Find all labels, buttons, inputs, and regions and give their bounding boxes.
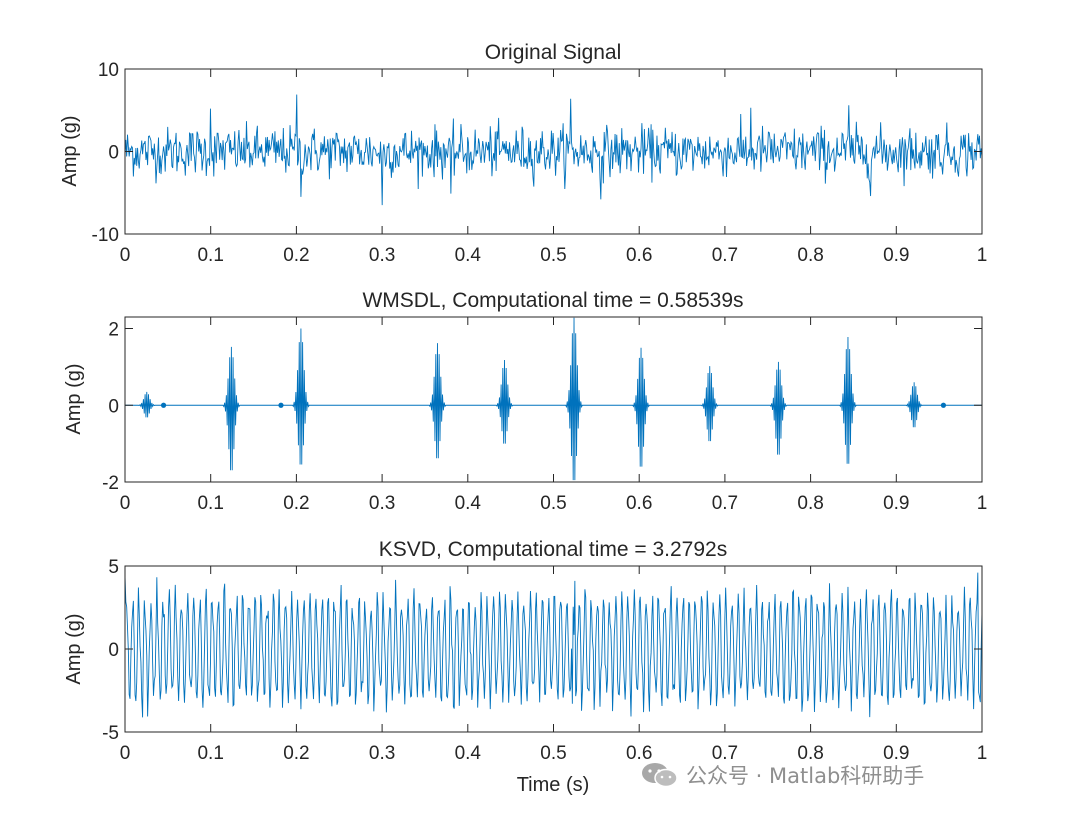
x-tick-label: 0.7 [712,245,738,266]
y-tick-label: 0 [108,640,119,661]
x-tick-label: 0 [120,245,131,266]
x-tick-label: 0.1 [197,493,223,514]
plot-title: WMSDL, Computational time = 0.58539s [362,289,743,312]
x-tick-label: 0.3 [369,493,395,514]
x-tick-label: 0.2 [283,743,309,764]
x-tick-label: 0.1 [197,245,223,266]
x-tick-label: 0.9 [883,493,909,514]
signal-point [940,402,947,408]
x-tick-label: 0.8 [797,245,823,266]
x-tick-label: 0.6 [626,493,652,514]
x-tick-label: 1 [977,493,988,514]
signal-point [160,402,167,408]
y-tick-label: -10 [92,225,119,246]
x-tick-label: 0.9 [883,245,909,266]
wechat-icon [642,763,678,788]
y-axis-label: Amp (g) [63,363,85,434]
x-tick-label: 0.6 [626,245,652,266]
subplot-original-signal: Original Signal Amp (g) 0 0.1 0.2 0.3 0.4 0.5… [59,41,987,266]
x-tick-label: 0.2 [283,493,309,514]
y-axis-label: Amp (g) [59,115,81,186]
x-tick-label: 0.4 [455,493,482,514]
watermark-text: 公众号 · Matlab科研助手 [686,764,925,788]
signal-line [125,94,982,206]
x-tick-label: 0.8 [797,493,823,514]
x-tick-label: 0.5 [540,245,566,266]
plot-title: Original Signal [485,41,622,64]
x-axis-label: Time (s) [517,774,590,796]
x-tick-label: 0.4 [455,245,482,266]
x-tick-label: 0.2 [283,245,309,266]
y-tick-label: -2 [102,473,119,494]
watermark: 公众号 · Matlab科研助手 [640,760,924,790]
y-tick-label: 2 [108,320,119,341]
x-tick-label: 0.3 [369,245,395,266]
signal-line [125,317,982,481]
x-tick-label: 0.1 [197,743,223,764]
y-tick-label: 0 [108,143,119,164]
x-tick-label: 0.8 [797,743,823,764]
plot-title: KSVD, Computational time = 3.2792s [379,538,727,561]
signal-point [278,402,284,408]
x-tick-label: 0 [120,743,131,764]
subplot-ksvd: KSVD, Computational time = 3.2792s Amp (… [63,538,987,764]
y-tick-label: 0 [108,396,119,417]
signal-line [125,572,982,718]
x-tick-label: 0.9 [883,743,909,764]
y-tick-label: -5 [102,723,119,744]
x-tick-label: 0.5 [540,743,566,764]
y-tick-label: 10 [98,60,119,81]
x-tick-label: 1 [977,743,988,764]
y-tick-label: 5 [108,557,119,578]
x-tick-label: 0 [120,493,131,514]
x-tick-label: 0.5 [540,493,566,514]
subplot-wmsdl: WMSDL, Computational time = 0.58539s Amp… [63,289,987,514]
x-tick-label: 0.3 [369,743,395,764]
x-tick-label: 0.7 [712,493,738,514]
x-tick-label: 1 [977,245,988,266]
x-tick-label: 0.4 [455,743,482,764]
x-tick-label: 0.6 [626,743,652,764]
y-axis-label: Amp (g) [63,613,85,684]
x-tick-label: 0.7 [712,743,738,764]
